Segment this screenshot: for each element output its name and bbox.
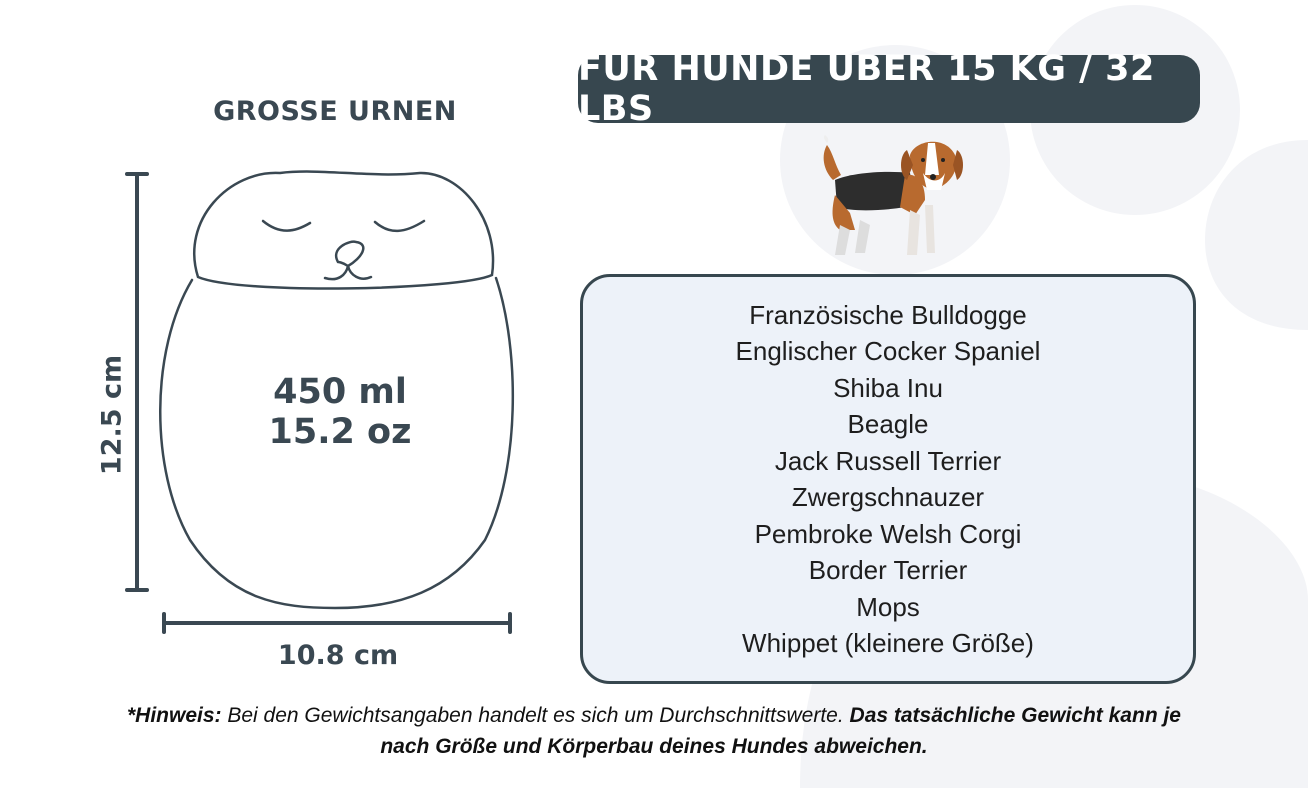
breed-item: Französische Bulldogge bbox=[749, 299, 1027, 330]
breed-item: Jack Russell Terrier bbox=[774, 445, 1002, 476]
breed-list: Französische Bulldogge Englischer Cocker… bbox=[580, 274, 1196, 684]
note-text: Bei den Gewichtsangaben handelt es sich … bbox=[221, 704, 850, 727]
weight-class-banner: FÜR HUNDE ÜBER 15 KG / 32 LBS bbox=[578, 49, 1200, 129]
breed-item: Pembroke Welsh Corgi bbox=[754, 518, 1022, 549]
capacity-oz: 15.2 oz bbox=[268, 412, 412, 452]
width-label: 10.8 cm bbox=[277, 640, 399, 671]
height-label: 12.5 cm bbox=[72, 340, 152, 490]
note-label: *Hinweis: bbox=[126, 704, 222, 727]
breed-item: Whippet (kleinere Größe) bbox=[742, 628, 1034, 658]
breed-item: Zwergschnauzer bbox=[791, 482, 985, 512]
capacity-ml: 450 ml bbox=[273, 372, 407, 412]
urn-capacity: 450 ml 15.2 oz bbox=[210, 372, 470, 452]
urn-illustration bbox=[125, 170, 515, 634]
note-bold-text: Das tatsächliche Gewicht kann je nach Gr… bbox=[380, 704, 1181, 758]
height-dimension-line bbox=[125, 172, 149, 592]
weight-disclaimer-note: *Hinweis: Bei den Gewichtsangaben handel… bbox=[100, 700, 1208, 762]
breed-item: Shiba Inu bbox=[833, 372, 943, 403]
beagle-dog-illustration bbox=[823, 135, 963, 255]
breed-item: Englischer Cocker Spaniel bbox=[735, 336, 1041, 366]
breed-item: Border Terrier bbox=[808, 555, 968, 585]
breed-item: Mops bbox=[856, 591, 920, 622]
height-value: 12.5 cm bbox=[96, 354, 128, 476]
section-title: GROSSE URNEN bbox=[213, 96, 457, 127]
breed-item: Beagle bbox=[847, 409, 929, 439]
width-dimension-line bbox=[162, 612, 512, 634]
